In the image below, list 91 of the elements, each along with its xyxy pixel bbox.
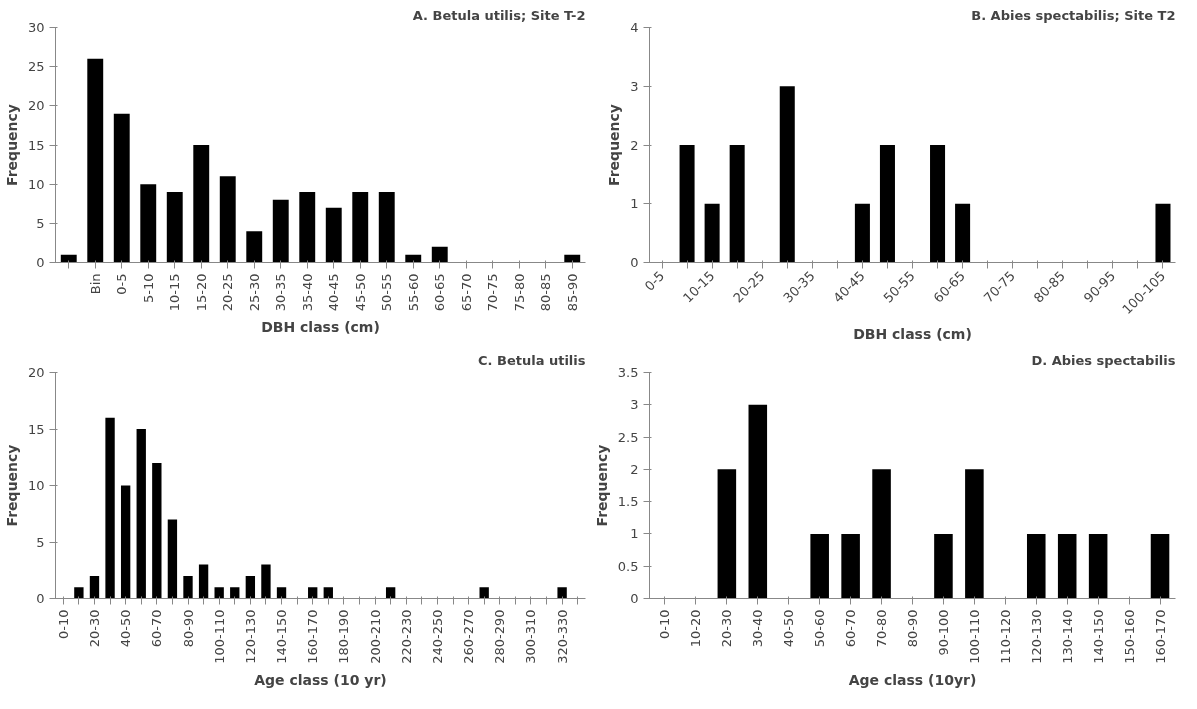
y-tick-label: 20 (27, 365, 45, 380)
x-tick-label: 25-30 (246, 273, 262, 312)
x-tick-label: 100-110 (211, 609, 227, 664)
y-tick-label: 20 (27, 98, 45, 114)
x-tick-label: 45-50 (352, 273, 368, 312)
x-tick-label: 280-290 (492, 609, 508, 664)
x-tick-label: 40-50 (118, 609, 134, 648)
x-tick-label: 80-90 (905, 609, 920, 648)
y-tick-label: 2 (630, 461, 639, 477)
y-axis-title: Frequency (606, 104, 623, 186)
y-tick-label: 10 (27, 176, 45, 192)
x-tick-label: 120-130 (1028, 609, 1044, 664)
y-axis-title: Frequency (593, 444, 610, 527)
x-axis-title: Age class (10yr) (848, 671, 977, 688)
x-tick-label: 5-10 (140, 273, 156, 303)
x-axis-title: DBH class (cm) (261, 319, 380, 336)
x-tick-label: 70-80 (874, 609, 890, 648)
x-tick-label: 60-65 (432, 273, 448, 312)
x-tick-label: 120-130 (242, 609, 258, 664)
y-tick-label: 0 (630, 591, 639, 606)
y-tick-label: 30 (27, 20, 45, 35)
x-tick-label: 220-230 (398, 609, 414, 664)
y-tick-label: 0 (630, 255, 639, 270)
x-tick-label: 200-210 (367, 609, 383, 664)
y-tick-label: 15 (27, 137, 45, 153)
x-tick-label: 85-90 (564, 273, 580, 312)
x-tick-label: 0-10 (55, 609, 71, 639)
y-tick-label: 25 (27, 59, 45, 75)
y-tick-label: 3 (630, 397, 639, 413)
x-tick-label: 40-45 (326, 273, 342, 312)
y-tick-label: 1 (630, 196, 639, 212)
x-tick-label: 60-70 (149, 609, 165, 648)
x-tick-label: 150-160 (1121, 609, 1137, 664)
x-tick-label: 100-110 (966, 609, 982, 664)
y-tick-label: 10 (27, 478, 45, 493)
x-tick-label: 55-60 (405, 273, 421, 312)
y-tick-label: 2 (630, 137, 639, 153)
x-tick-label: 50-60 (812, 609, 828, 648)
y-tick-label: 0.5 (617, 558, 639, 574)
x-tick-label: 20-25 (220, 273, 236, 312)
x-tick-label: 15-20 (193, 273, 209, 312)
x-tick-label: 160-170 (305, 609, 321, 664)
y-tick-label: 0 (36, 255, 45, 270)
x-tick-label: 20-30 (719, 609, 735, 648)
x-tick-label: 10-20 (688, 609, 704, 648)
chart-title: D. Abies spectabilis (1031, 352, 1176, 368)
y-axis-title: Frequency (3, 104, 20, 186)
y-tick-label: 3 (630, 78, 639, 94)
x-tick-label: 20-30 (86, 609, 102, 648)
x-tick-label: 110-120 (997, 609, 1013, 664)
x-tick-label: 80-85 (538, 273, 554, 312)
x-tick-label: 60-70 (843, 609, 859, 648)
x-tick-label: 180-190 (336, 609, 352, 664)
y-tick-label: 1.5 (617, 494, 639, 510)
x-tick-label: 130-140 (1059, 609, 1075, 664)
x-tick-label: 65-70 (458, 273, 474, 312)
x-tick-label: 40-50 (781, 609, 797, 648)
x-tick-label: 160-170 (1152, 609, 1168, 664)
x-axis-title: Age class (10 yr) (254, 671, 387, 688)
x-tick-label: 240-250 (429, 609, 445, 664)
x-tick-label: 140-150 (274, 609, 290, 664)
x-tick-label: 30-35 (273, 273, 289, 312)
y-tick-label: 15 (27, 421, 45, 437)
y-tick-label: 2.5 (617, 429, 639, 445)
y-tick-label: 1 (630, 526, 639, 542)
y-tick-label: 0 (36, 591, 45, 606)
x-tick-label: 140-150 (1090, 609, 1106, 664)
y-tick-label: 5 (36, 534, 45, 550)
y-tick-label: 4 (630, 20, 639, 35)
x-tick-label: 0-5 (641, 268, 668, 294)
chart-title: B. Abies spectabilis; Site T2 (971, 7, 1176, 23)
x-tick-label: 320-330 (554, 609, 570, 664)
x-tick-label: 50-55 (379, 273, 395, 312)
x-tick-label: 260-270 (461, 609, 477, 664)
chart-title: C. Betula utilis (477, 352, 586, 368)
x-tick-label: 10-15 (167, 273, 183, 312)
x-tick-label: 80-90 (180, 609, 196, 648)
chart-title: A. Betula utilis; Site T-2 (412, 7, 586, 23)
x-tick-label: 0-5 (114, 273, 130, 295)
x-tick-label: 90-100 (935, 609, 951, 656)
x-tick-label: 0-10 (657, 609, 673, 639)
x-axis-title: DBH class (cm) (853, 326, 972, 343)
x-tick-label: 75-80 (511, 273, 527, 312)
x-tick-label: 30-40 (750, 609, 766, 648)
x-tick-label: 70-75 (485, 273, 501, 312)
x-tick-label: Bin (87, 273, 103, 295)
x-tick-label: 300-310 (523, 609, 539, 664)
y-tick-label: 5 (36, 215, 45, 231)
x-tick-label: 35-40 (299, 273, 315, 312)
y-axis-title: Frequency (3, 444, 20, 527)
y-tick-label: 3.5 (617, 365, 639, 380)
